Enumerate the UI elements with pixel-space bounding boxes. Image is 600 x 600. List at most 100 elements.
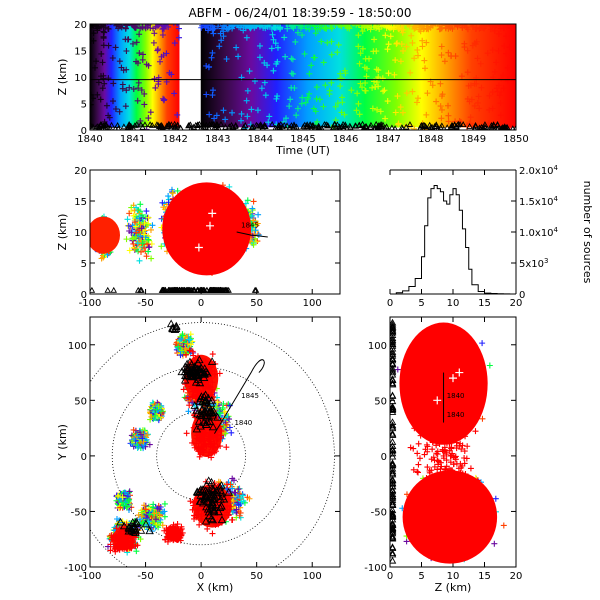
- source-marker: [238, 498, 245, 505]
- source-marker: [461, 40, 468, 47]
- source-marker: [90, 91, 94, 98]
- station-triangle: [471, 125, 478, 130]
- source-marker: [292, 38, 299, 45]
- source-marker: [126, 228, 133, 235]
- station-triangle: [306, 125, 312, 130]
- source-marker: [126, 210, 133, 217]
- source-marker: [161, 500, 168, 507]
- source-marker: [369, 105, 376, 112]
- source-marker: [151, 75, 158, 82]
- source-marker: [506, 24, 513, 29]
- station-triangle: [125, 124, 132, 130]
- source-marker: [223, 56, 230, 63]
- y-tick-label: 10: [74, 228, 87, 239]
- source-marker: [125, 222, 132, 229]
- source-marker: [355, 32, 362, 39]
- source-marker: [236, 24, 243, 31]
- station-triangle: [382, 124, 388, 130]
- source-marker: [437, 24, 439, 25]
- source-marker: [208, 54, 215, 61]
- source-marker: [337, 83, 344, 90]
- source-marker: [147, 416, 154, 423]
- source-marker: [312, 108, 319, 115]
- source-marker: [227, 207, 234, 214]
- source-marker: [136, 257, 143, 264]
- source-marker: [143, 208, 150, 215]
- source-marker: [437, 80, 444, 87]
- source-marker: [474, 99, 481, 106]
- source-marker: [186, 347, 193, 354]
- source-marker: [348, 87, 355, 94]
- source-marker: [131, 436, 138, 443]
- source-marker: [312, 30, 319, 37]
- source-marker: [256, 54, 263, 61]
- source-marker: [98, 50, 105, 57]
- source-marker: [200, 24, 207, 28]
- source-marker: [175, 343, 182, 350]
- source-marker: [369, 84, 376, 91]
- y-tick-label: 10: [74, 73, 87, 84]
- source-marker: [177, 24, 179, 25]
- station-triangle: [104, 286, 111, 293]
- source-marker: [438, 52, 445, 59]
- source-marker: [137, 221, 144, 228]
- source-marker: [184, 213, 191, 220]
- station-triangle: [90, 123, 97, 130]
- source-marker: [359, 45, 366, 52]
- source-marker: [213, 404, 220, 411]
- source-marker: [399, 24, 406, 28]
- source-marker: [197, 227, 204, 234]
- source-marker: [366, 55, 373, 62]
- source-marker: [138, 24, 140, 27]
- source-marker: [209, 241, 216, 248]
- source-marker: [211, 371, 218, 378]
- source-marker: [178, 335, 185, 342]
- plot-frame-top: [89, 169, 341, 295]
- station-triangle: [130, 124, 137, 130]
- source-marker: [169, 190, 176, 197]
- y-tick-label: 1.5x104: [519, 195, 559, 208]
- source-marker: [445, 102, 452, 109]
- source-marker: [151, 412, 158, 419]
- source-marker: [222, 218, 229, 225]
- source-marker: [250, 198, 257, 205]
- station-triangle: [406, 121, 414, 127]
- station-triangle: [336, 124, 343, 130]
- source-marker: [387, 25, 394, 32]
- source-marker: [511, 55, 516, 62]
- station-triangle: [232, 121, 240, 128]
- y-axis-title: number of sources: [581, 181, 594, 284]
- source-marker: [255, 231, 262, 238]
- source-marker: [192, 215, 199, 222]
- source-marker: [314, 118, 321, 125]
- source-marker: [161, 508, 168, 515]
- source-marker: [323, 24, 330, 31]
- source-marker: [155, 403, 162, 410]
- source-marker: [119, 81, 126, 88]
- source-marker: [219, 404, 226, 411]
- source-marker: [188, 385, 195, 392]
- station-triangle: [334, 121, 341, 128]
- source-marker: [362, 87, 369, 94]
- station-triangle: [177, 124, 184, 130]
- source-marker: [339, 99, 346, 106]
- source-marker: [254, 107, 261, 114]
- source-marker: [217, 30, 224, 37]
- source-marker: [187, 243, 194, 250]
- source-marker: [188, 221, 195, 228]
- source-marker: [328, 79, 335, 86]
- source-marker: [158, 408, 165, 415]
- station-triangle: [360, 123, 368, 130]
- station-triangle: [428, 123, 436, 130]
- source-marker: [363, 73, 370, 80]
- source-marker: [124, 24, 131, 27]
- source-marker: [210, 30, 217, 37]
- source-marker: [423, 24, 425, 25]
- y-tick-label: -100: [64, 563, 87, 574]
- source-marker: [375, 67, 382, 74]
- source-marker: [249, 205, 256, 212]
- x-tick-label: 1842: [162, 134, 187, 145]
- source-marker: [200, 235, 207, 242]
- source-marker: [381, 87, 388, 94]
